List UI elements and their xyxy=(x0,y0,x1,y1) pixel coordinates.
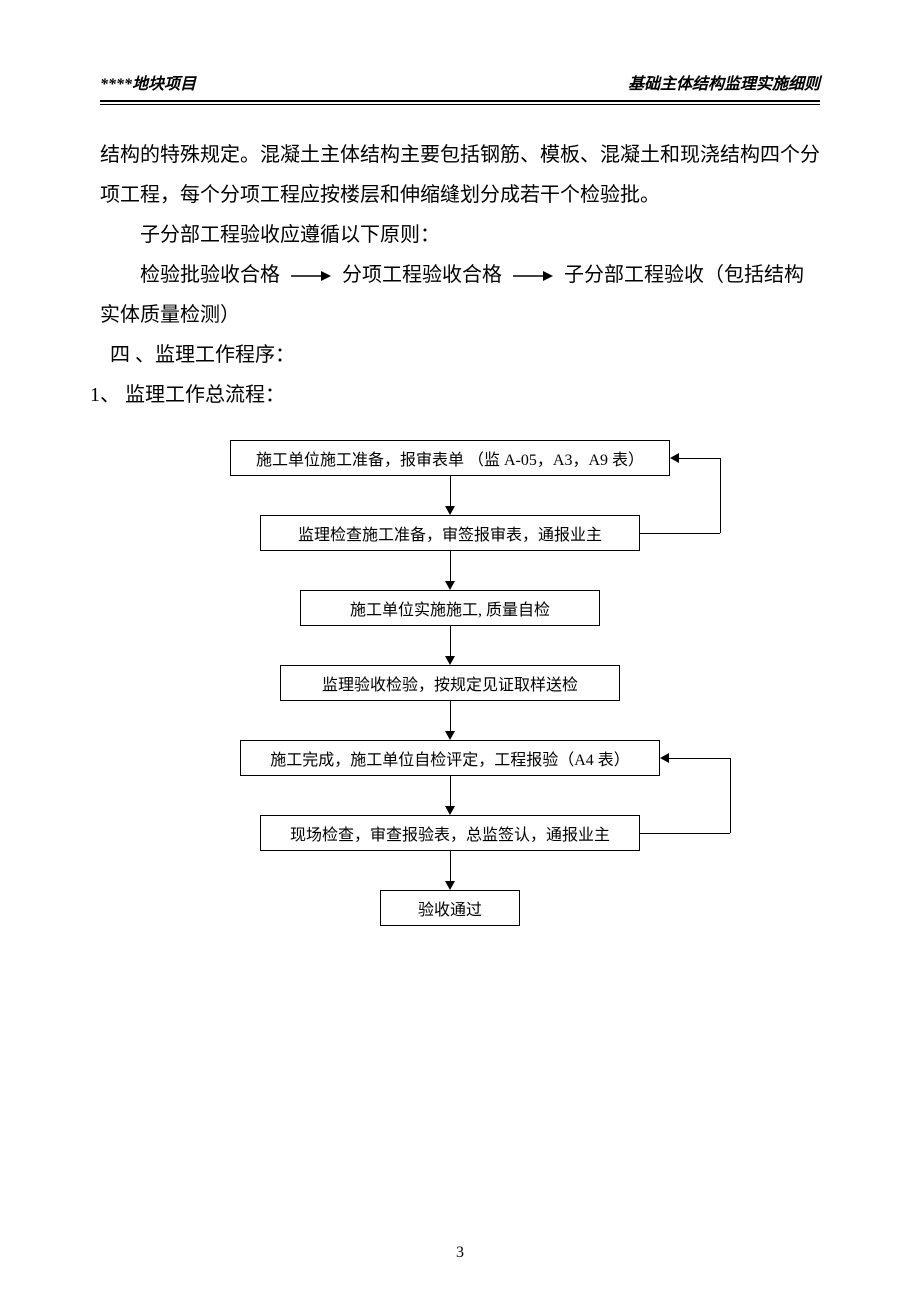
flowchart-arrow-line xyxy=(450,851,451,881)
flowchart-arrow-line xyxy=(450,626,451,656)
flowchart-node: 现场检查，审查报验表，总监签认，通报业主 xyxy=(260,815,640,851)
flowchart-feedback-line xyxy=(730,758,731,833)
paragraph-1: 结构的特殊规定。混凝土主体结构主要包括钢筋、模板、混凝土和现浇结构四个分项工程，… xyxy=(100,135,820,215)
flowchart: 施工单位施工准备，报审表单 （监 A-05，A3，A9 表） 监理检查施工准备，审… xyxy=(100,440,820,1000)
header-right: 基础主体结构监理实施细则 xyxy=(628,70,820,94)
flowchart-arrow-line xyxy=(450,476,451,506)
arrow-down-icon xyxy=(445,581,455,590)
p3-part-a: 检验批验收合格 xyxy=(140,264,280,286)
flowchart-feedback-line xyxy=(669,758,730,759)
flowchart-arrow-line xyxy=(450,776,451,806)
flowchart-node: 验收通过 xyxy=(380,890,520,926)
flowchart-node: 监理检查施工准备，审签报审表，通报业主 xyxy=(260,515,640,551)
arrow-down-icon xyxy=(445,656,455,665)
page-header: ****地块项目 基础主体结构监理实施细则 xyxy=(100,70,820,102)
flowchart-node: 施工完成，施工单位自检评定，工程报验（A4 表） xyxy=(240,740,660,776)
body-text: 结构的特殊规定。混凝土主体结构主要包括钢筋、模板、混凝土和现浇结构四个分项工程，… xyxy=(100,135,820,415)
page-number: 3 xyxy=(0,1244,920,1262)
flowchart-feedback-line xyxy=(640,833,730,834)
paragraph-5: 1、 监理工作总流程： xyxy=(90,375,820,415)
arrow-down-icon xyxy=(445,731,455,740)
paragraph-2: 子分部工程验收应遵循以下原则： xyxy=(100,215,820,255)
arrow-down-icon xyxy=(445,881,455,890)
arrow-left-icon xyxy=(670,453,679,463)
flowchart-node: 监理验收检验，按规定见证取样送检 xyxy=(280,665,620,701)
flowchart-feedback-line xyxy=(720,458,721,533)
header-rule xyxy=(100,104,820,105)
flowchart-node: 施工单位施工准备，报审表单 （监 A-05，A3，A9 表） xyxy=(230,440,670,476)
arrow-down-icon xyxy=(445,806,455,815)
header-left: ****地块项目 xyxy=(100,70,196,94)
arrow-right-icon xyxy=(291,270,331,282)
arrow-down-icon xyxy=(445,506,455,515)
paragraph-3: 检验批验收合格 分项工程验收合格 子分部工程验收（包括结构实体质量检测） xyxy=(100,255,820,335)
flowchart-feedback-line xyxy=(679,458,720,459)
flowchart-arrow-line xyxy=(450,701,451,731)
arrow-right-icon xyxy=(513,270,553,282)
paragraph-4: 四 、监理工作程序： xyxy=(110,335,820,375)
flowchart-arrow-line xyxy=(450,551,451,581)
arrow-left-icon xyxy=(660,753,669,763)
page: ****地块项目 基础主体结构监理实施细则 结构的特殊规定。混凝土主体结构主要包… xyxy=(0,0,920,1302)
flowchart-node: 施工单位实施施工, 质量自检 xyxy=(300,590,600,626)
flowchart-feedback-line xyxy=(640,533,720,534)
p3-part-b: 分项工程验收合格 xyxy=(342,264,502,286)
